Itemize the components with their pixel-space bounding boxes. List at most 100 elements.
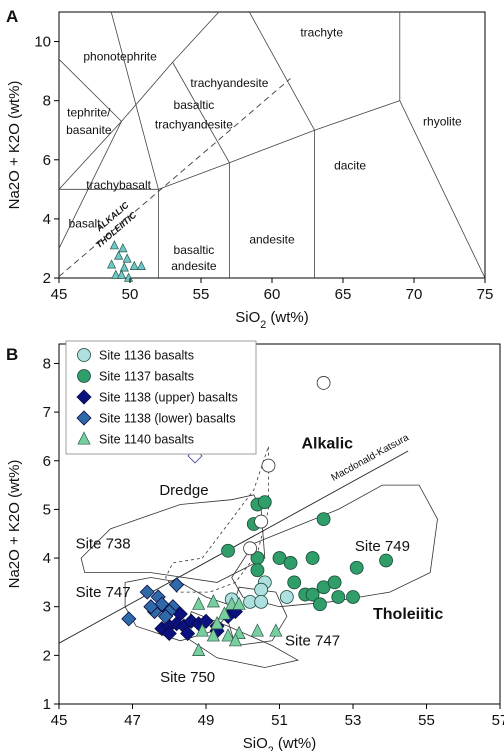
- diamond-point: [169, 577, 185, 593]
- panel-a: A phonotephrite trachyte trachyandesite tep…: [6, 7, 493, 331]
- site-750-outline: [183, 611, 300, 668]
- x-tick-label: 57: [492, 712, 504, 729]
- panel-a-letter: A: [6, 7, 18, 26]
- legend-marker: [77, 348, 91, 362]
- field-label: rhyolite: [423, 114, 462, 128]
- field-label: tephrite/: [67, 105, 111, 119]
- triangle-point: [210, 616, 224, 630]
- triangle-point: [269, 623, 283, 637]
- region-label: Dredge: [159, 482, 208, 499]
- circle-point: [349, 560, 364, 575]
- y-tick-label: 2: [43, 647, 51, 664]
- triangle-point: [192, 596, 206, 610]
- legend-label: Site 1136 basalts: [99, 349, 194, 363]
- field-label: trachyte: [300, 26, 343, 40]
- x-tick-label: 70: [406, 286, 423, 303]
- panel-a-x-axis-label: SiO2 (wt%): [235, 309, 309, 331]
- triangle-point: [109, 240, 119, 250]
- legend-marker: [76, 389, 92, 405]
- open-circle-point: [254, 514, 269, 529]
- panel-a-alkalic-tholeiitic-divider: [58, 78, 291, 277]
- field-label: trachyandesite: [155, 117, 233, 131]
- panel-b-y-axis-label: Na2O + K2O (wt%): [6, 460, 23, 589]
- open-circle-point: [261, 458, 276, 473]
- y-tick-label: 8: [43, 93, 51, 110]
- y-tick-label: 4: [43, 211, 51, 228]
- x-tick-label: 53: [345, 712, 362, 729]
- triangle-point: [114, 250, 124, 260]
- diamond-point: [154, 596, 170, 612]
- y-tick-label: 1: [43, 696, 51, 713]
- field-boundary: [110, 12, 159, 190]
- field-boundary: [172, 12, 220, 63]
- region-label: Site 750: [160, 669, 215, 686]
- region-label: Site 738: [76, 535, 131, 552]
- triangle-point: [195, 623, 209, 637]
- field-boundary: [248, 12, 315, 131]
- diamond-point: [121, 611, 137, 627]
- field-boundary: [172, 62, 230, 163]
- region-label: Site 747: [76, 584, 131, 601]
- circle-point: [379, 553, 393, 568]
- triangle-point: [122, 253, 132, 263]
- triangle-point: [192, 642, 206, 657]
- legend-marker: [76, 410, 92, 426]
- field-label: trachyandesite: [190, 76, 268, 90]
- region-label: Site 747: [285, 633, 340, 650]
- y-tick-label: 6: [43, 453, 51, 470]
- x-tick-label: 45: [51, 712, 68, 729]
- legend-label: Site 1137 basalts: [99, 370, 194, 384]
- x-axis-label: SiO2 (wt%): [243, 735, 317, 751]
- field-boundary: [59, 121, 122, 190]
- field-label: basalt: [69, 216, 102, 230]
- y-tick-label: 8: [43, 355, 51, 372]
- diamond-point: [161, 625, 177, 642]
- y-tick-label: 10: [34, 34, 51, 51]
- circle-point: [313, 597, 327, 612]
- field-boundary: [59, 121, 122, 249]
- field-label: trachybasalt: [86, 178, 151, 192]
- triangle-point: [118, 243, 128, 253]
- triangle-point: [116, 269, 127, 279]
- field-boundary: [121, 61, 173, 122]
- y-axis-label: Na2O + K2O (wt%): [6, 81, 23, 210]
- x-tick-label: 60: [264, 286, 281, 303]
- field-label: basaltic: [174, 98, 215, 112]
- x-tick-label: 47: [124, 712, 141, 729]
- field-boundary: [158, 162, 230, 190]
- circle-point: [327, 575, 342, 590]
- x-axis-label: SiO2 (wt%): [235, 309, 309, 331]
- diamond-point: [180, 625, 196, 642]
- diamond-point: [143, 599, 159, 615]
- diamond-point: [139, 584, 155, 600]
- field-label: andesite: [171, 259, 217, 273]
- dredge-outline: [165, 446, 269, 593]
- panel-b-x-axis-label: SiO2 (wt%): [243, 735, 317, 751]
- field-label: dacite: [334, 159, 366, 173]
- circle-point: [346, 590, 360, 604]
- region-label: Alkalic: [301, 436, 353, 453]
- field-label: phonotephrite: [83, 49, 157, 63]
- panel-a-field-labels: phonotephrite trachyte trachyandesite tephr…: [66, 26, 462, 273]
- triangle-point: [206, 628, 220, 642]
- field-boundary: [229, 129, 315, 164]
- y-tick-label: 6: [43, 152, 51, 169]
- x-tick-label: 65: [335, 286, 352, 303]
- field-boundary: [399, 100, 485, 278]
- field-label: basanite: [66, 123, 112, 137]
- circle-point: [254, 582, 269, 597]
- panel-a-field-boundaries: [59, 12, 485, 278]
- panel-b-points: [121, 376, 393, 657]
- open-circle-point: [316, 376, 331, 390]
- circle-point: [305, 551, 320, 565]
- y-tick-label: 4: [43, 550, 51, 567]
- y-axis-label: Na2O + K2O (wt%): [6, 460, 23, 589]
- legend-label: Site 1140 basalts: [99, 433, 194, 447]
- field-boundary: [314, 100, 400, 131]
- panel-a-y-axis-label: Na2O + K2O (wt%): [6, 81, 23, 210]
- circle-point: [283, 556, 298, 570]
- y-tick-label: 3: [43, 599, 51, 616]
- triangle-point: [124, 272, 134, 282]
- site-749-outline: [231, 484, 438, 608]
